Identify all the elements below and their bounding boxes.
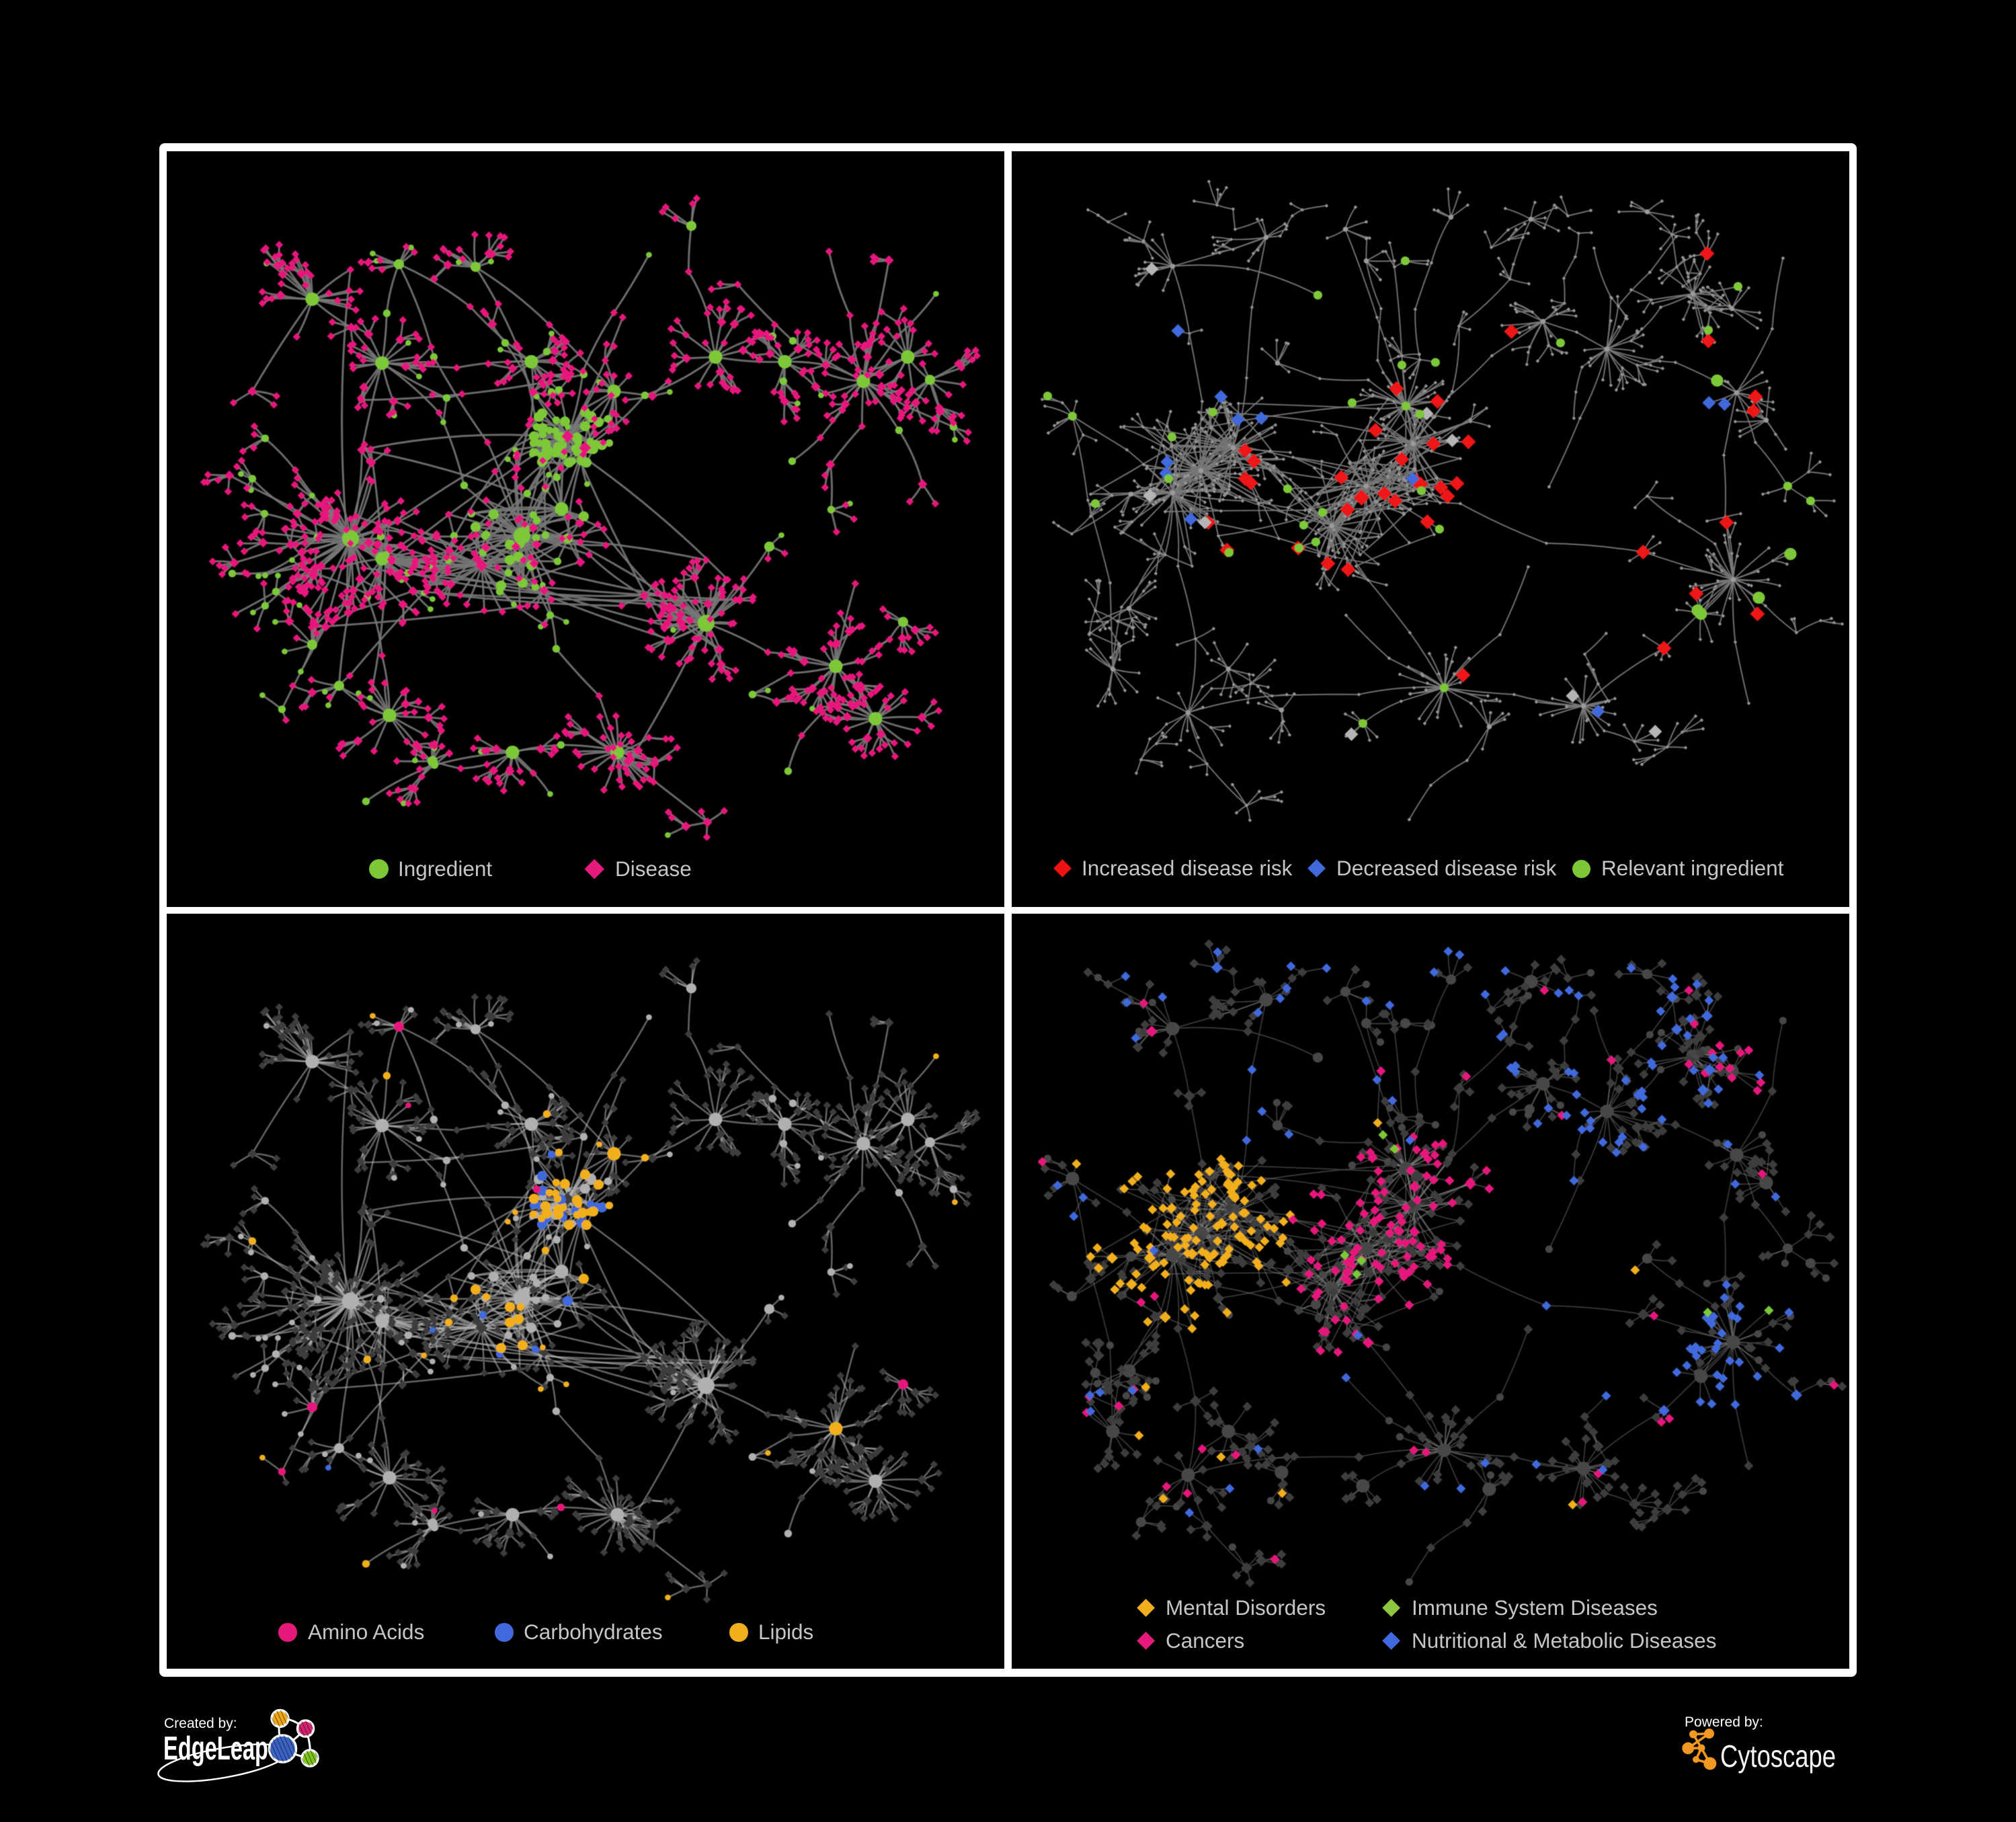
- svg-text:Cytoscape: Cytoscape: [1720, 1739, 1836, 1774]
- svg-text:EdgeLeap: EdgeLeap: [163, 1731, 268, 1767]
- svg-text:Created by:: Created by:: [164, 1716, 237, 1731]
- svg-text:Powered by:: Powered by:: [1685, 1714, 1763, 1730]
